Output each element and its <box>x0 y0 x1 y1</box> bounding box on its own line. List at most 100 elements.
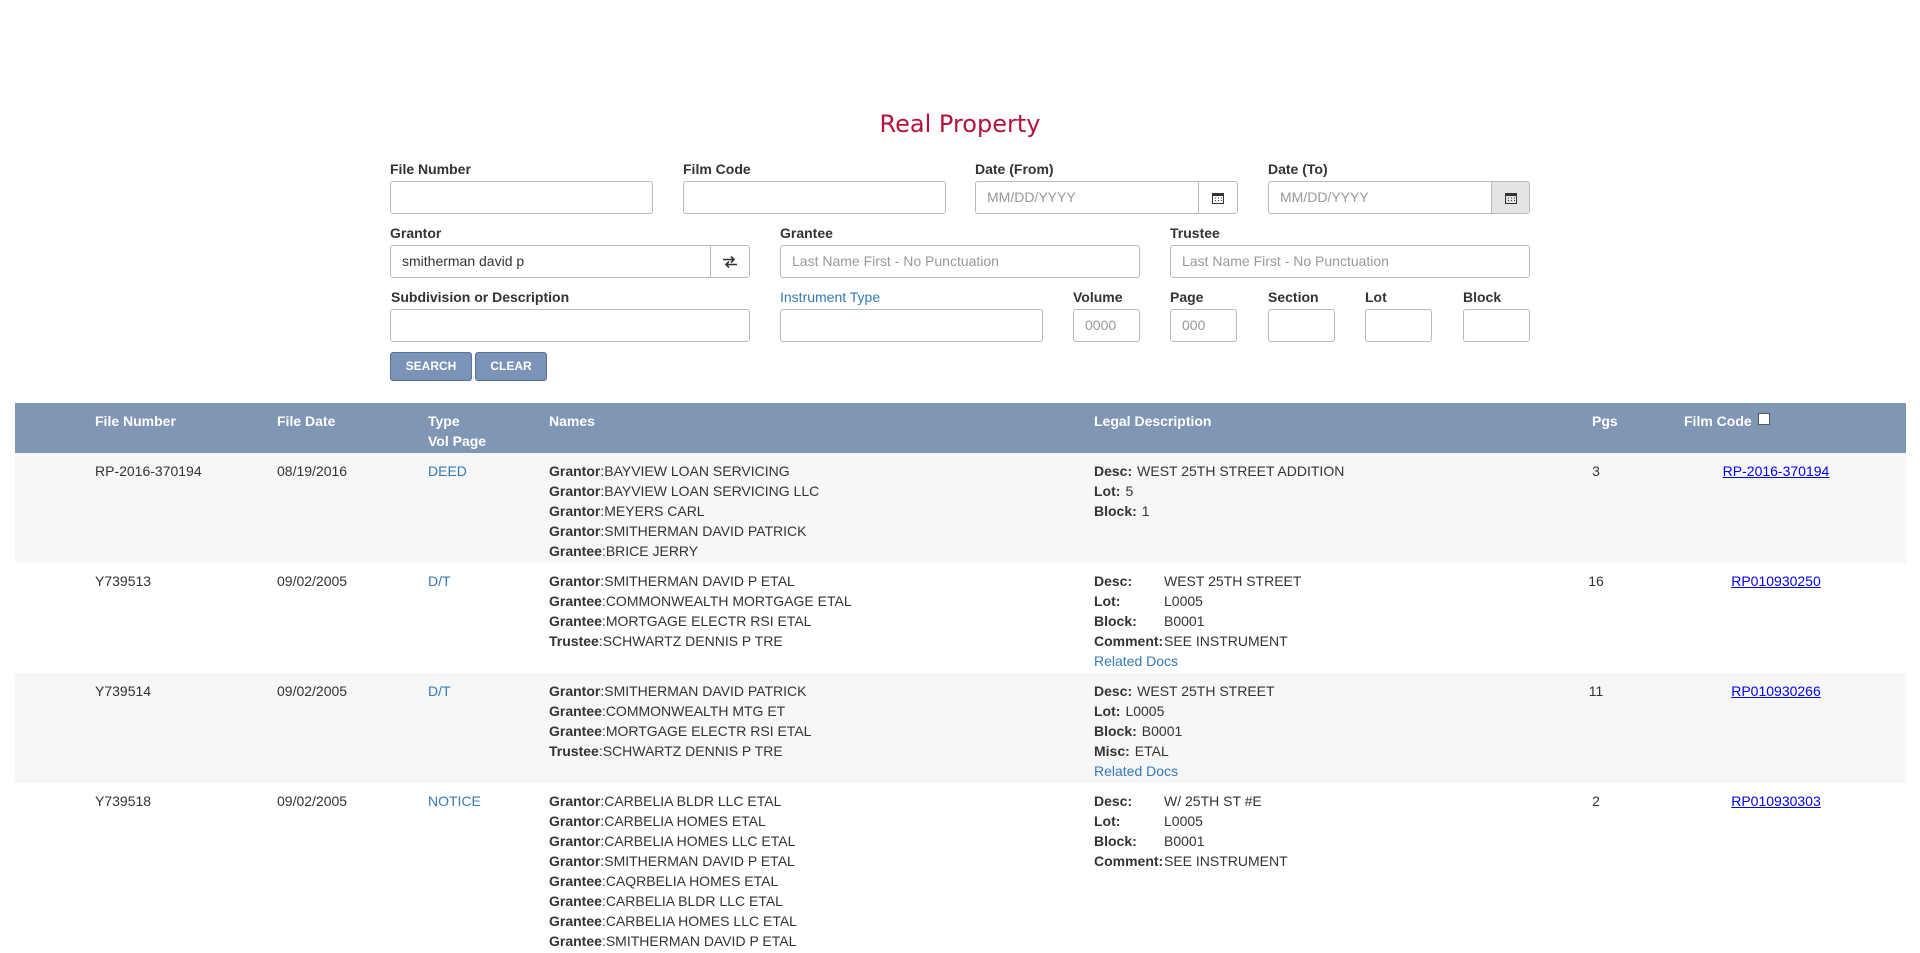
legal-entry: Comment: SEE INSTRUMENT <box>1094 851 1288 871</box>
legal-value: B0001 <box>1141 723 1183 739</box>
related-docs-link[interactable]: Related Docs <box>1094 763 1179 779</box>
name-entry: Grantor: BAYVIEW LOAN SERVICING LLC <box>549 481 819 501</box>
type-link[interactable]: DEED <box>428 463 467 479</box>
date-from-input[interactable]: MM/DD/YYYY <box>975 181 1199 214</box>
name-separator: : <box>598 743 603 759</box>
name-value: BAYVIEW LOAN SERVICING <box>604 463 790 479</box>
trustee-input[interactable]: Last Name First - No Punctuation <box>1170 245 1530 278</box>
legal-entry: Lot: L0005 <box>1094 701 1275 721</box>
grantor-input[interactable]: smitherman david p <box>390 245 711 278</box>
name-entry: Grantee: BRICE JERRY <box>549 541 819 561</box>
name-role: Trustee <box>549 633 599 649</box>
grantee-input[interactable]: Last Name First - No Punctuation <box>780 245 1140 278</box>
legal-entry: Lot: 5 <box>1094 481 1344 501</box>
legal-key: Desc: <box>1094 683 1133 699</box>
type-link[interactable]: D/T <box>428 683 451 699</box>
name-role: Grantor <box>549 463 601 479</box>
name-separator: : <box>601 873 606 889</box>
name-value: COMMONWEALTH MTG ET <box>605 703 786 719</box>
file-number-cell: Y739514 <box>95 683 152 699</box>
table-row: Y739514 09/02/2005 D/T Grantor: SMITHERMAN D… <box>15 673 1906 783</box>
film-code-input[interactable] <box>683 181 946 214</box>
film-code-link[interactable]: RP-2016-370194 <box>1722 463 1830 479</box>
name-role: Grantor <box>549 683 601 699</box>
name-separator: : <box>600 683 605 699</box>
name-role: Grantee <box>549 543 602 559</box>
name-value: SCHWARTZ DENNIS P TRE <box>602 743 783 759</box>
results-table: File Number File Date Type Vol Page Name… <box>15 403 1906 953</box>
legal-key: Block: <box>1094 613 1137 629</box>
name-value: CARBELIA HOMES LLC ETAL <box>604 833 796 849</box>
name-entry: Grantor: SMITHERMAN DAVID PATRICK <box>549 521 819 541</box>
name-entry: Grantee: CARBELIA BLDR LLC ETAL <box>549 891 797 911</box>
file-number-input[interactable] <box>390 181 653 214</box>
header-pgs[interactable]: Pgs <box>1592 413 1618 429</box>
subdivision-input[interactable] <box>390 309 750 342</box>
file-number-cell: Y739518 <box>95 793 152 809</box>
section-label: Section <box>1268 289 1319 305</box>
name-entry: Grantee: COMMONWEALTH MORTGAGE ETAL <box>549 591 852 611</box>
header-vol-page[interactable]: Vol Page <box>428 433 487 449</box>
name-role: Grantor <box>549 523 601 539</box>
name-separator: : <box>598 633 603 649</box>
name-value: SMITHERMAN DAVID P ETAL <box>604 573 795 589</box>
volume-label: Volume <box>1073 289 1123 305</box>
name-role: Grantee <box>549 613 602 629</box>
legal-key: Comment: <box>1094 853 1164 869</box>
instrument-type-link[interactable]: Instrument Type <box>780 289 881 305</box>
film-code-link[interactable]: RP010930250 <box>1731 573 1821 589</box>
header-file-date[interactable]: File Date <box>277 413 336 429</box>
lot-label: Lot <box>1365 289 1387 305</box>
film-code-link[interactable]: RP010930303 <box>1731 793 1821 809</box>
name-entry: Grantee: COMMONWEALTH MTG ET <box>549 701 811 721</box>
name-value: CARBELIA HOMES LLC ETAL <box>605 913 797 929</box>
film-code-link[interactable]: RP010930266 <box>1731 683 1821 699</box>
pgs-cell: 3 <box>1592 463 1600 479</box>
legal-value: 5 <box>1125 483 1134 499</box>
legal-entry: Block: B0001 <box>1094 721 1275 741</box>
date-to-label: Date (To) <box>1268 161 1328 177</box>
related-docs-link[interactable]: Related Docs <box>1094 653 1179 669</box>
type-link[interactable]: D/T <box>428 573 451 589</box>
date-to-input[interactable]: MM/DD/YYYY <box>1268 181 1492 214</box>
name-role: Grantee <box>549 873 602 889</box>
type-link[interactable]: NOTICE <box>428 793 481 809</box>
legal-entry: Lot: L0005 <box>1094 591 1301 611</box>
lot-input[interactable] <box>1365 309 1432 342</box>
name-entry: Grantee: MORTGAGE ELECTR RSI ETAL <box>549 611 852 631</box>
name-role: Grantor <box>549 833 601 849</box>
instrument-type-input[interactable] <box>780 309 1043 342</box>
name-value: MORTGAGE ELECTR RSI ETAL <box>605 613 812 629</box>
name-value: SMITHERMAN DAVID P ETAL <box>604 853 795 869</box>
names-cell: Grantor: SMITHERMAN DAVID PATRICK Grantee:… <box>549 681 811 761</box>
legal-entry: Misc: ETAL <box>1094 741 1275 761</box>
table-row: Y739513 09/02/2005 D/T Grantor: SMITHERMAN D… <box>15 563 1906 673</box>
block-input[interactable] <box>1463 309 1530 342</box>
volume-input[interactable]: 0000 <box>1073 309 1140 342</box>
header-file-number[interactable]: File Number <box>95 413 176 429</box>
legal-value: WEST 25TH STREET <box>1164 573 1302 589</box>
film-code-select-all-checkbox[interactable] <box>1757 413 1770 425</box>
name-entry: Grantee: MORTGAGE ELECTR RSI ETAL <box>549 721 811 741</box>
legal-key: Block: <box>1094 833 1137 849</box>
name-separator: : <box>601 703 606 719</box>
header-names[interactable]: Names <box>549 413 595 429</box>
date-to-calendar-button[interactable] <box>1491 181 1530 214</box>
header-legal-description[interactable]: Legal Description <box>1094 413 1212 429</box>
name-entry: Grantor: CARBELIA HOMES LLC ETAL <box>549 831 797 851</box>
search-button[interactable]: SEARCH <box>390 352 472 381</box>
date-from-calendar-button[interactable] <box>1198 181 1238 214</box>
calendar-icon <box>1504 192 1517 204</box>
legal-entry: Lot: L0005 <box>1094 811 1288 831</box>
name-separator: : <box>600 793 605 809</box>
page-input[interactable]: 000 <box>1170 309 1237 342</box>
section-input[interactable] <box>1268 309 1335 342</box>
name-value: CAQRBELIA HOMES ETAL <box>605 873 779 889</box>
legal-value: B0001 <box>1164 833 1205 849</box>
name-separator: : <box>600 833 605 849</box>
clear-button[interactable]: CLEAR <box>475 352 547 381</box>
swap-button[interactable] <box>710 245 750 278</box>
name-entry: Grantee: SMITHERMAN DAVID P ETAL <box>549 931 797 951</box>
header-film-code-label[interactable]: Film Code <box>1684 413 1752 429</box>
header-type-label[interactable]: Type <box>428 413 460 429</box>
